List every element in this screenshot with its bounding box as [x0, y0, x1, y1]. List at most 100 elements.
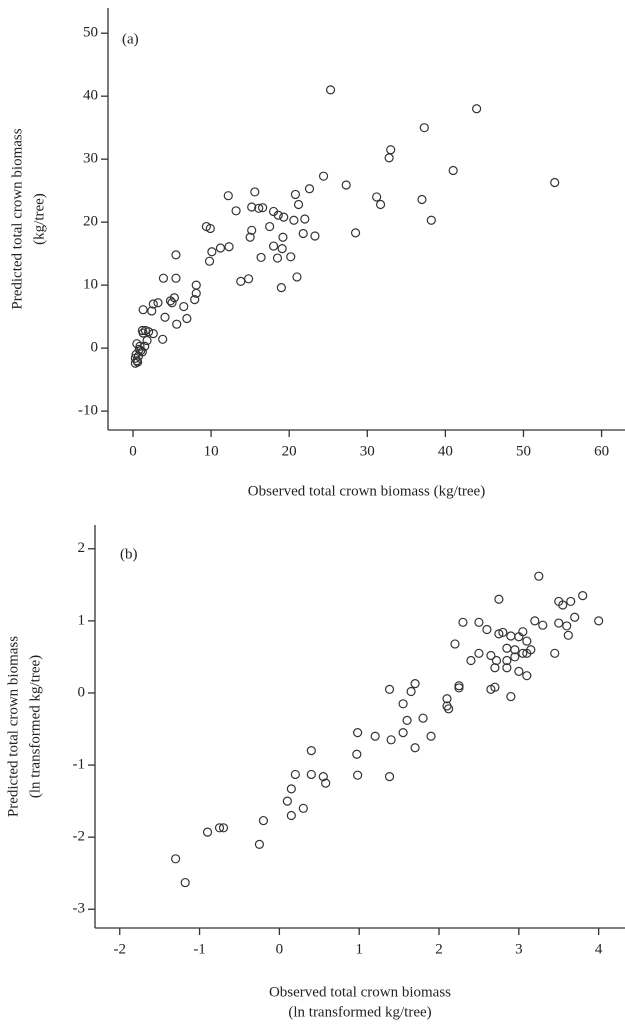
point — [289, 215, 299, 225]
point — [384, 772, 395, 782]
point — [472, 104, 482, 114]
point — [402, 715, 412, 725]
point — [448, 165, 458, 176]
x-tick-label: 0 — [129, 443, 137, 459]
point — [419, 123, 429, 133]
point — [398, 699, 408, 709]
point — [202, 827, 213, 837]
point — [350, 228, 361, 238]
x-tick-label: 40 — [438, 443, 453, 459]
point — [352, 749, 362, 759]
x-tick-label: 30 — [360, 443, 375, 459]
x-tick-label: 0 — [276, 941, 284, 957]
point — [190, 295, 200, 305]
point — [293, 199, 304, 210]
point — [410, 679, 420, 689]
y-tick-label: 0 — [78, 684, 86, 700]
point — [594, 616, 604, 626]
point — [204, 256, 215, 266]
point — [205, 223, 215, 234]
point — [207, 247, 217, 257]
x-tick-label: 2 — [435, 941, 443, 957]
point — [180, 877, 190, 888]
point — [148, 329, 158, 339]
point — [375, 199, 386, 210]
point — [182, 313, 192, 324]
point — [165, 296, 176, 306]
point — [522, 648, 532, 658]
point — [530, 616, 540, 626]
point — [172, 319, 182, 329]
point — [474, 648, 484, 658]
point — [514, 666, 524, 676]
point — [268, 241, 279, 251]
point — [298, 803, 308, 813]
point — [570, 612, 580, 622]
point — [133, 357, 143, 367]
point — [454, 683, 464, 693]
x-tick-label: -1 — [193, 941, 206, 957]
y-tick-label: -1 — [73, 757, 86, 773]
x-tick-label: 10 — [204, 443, 219, 459]
point — [538, 620, 548, 630]
point — [450, 639, 460, 649]
y-tick-label: 20 — [83, 214, 98, 230]
y-axis-label: (kg/tree) — [31, 193, 47, 245]
point — [298, 228, 308, 239]
point — [236, 276, 246, 286]
point — [132, 356, 142, 366]
x-tick-label: -2 — [113, 941, 126, 957]
point — [138, 305, 148, 315]
point — [426, 731, 436, 741]
x-tick-label: 50 — [516, 443, 531, 459]
y-tick-label: -10 — [78, 403, 98, 419]
point — [250, 187, 260, 197]
x-tick-label: 4 — [595, 941, 603, 957]
point — [167, 298, 177, 308]
point — [558, 600, 568, 610]
point — [160, 312, 170, 322]
point — [482, 624, 492, 635]
point — [171, 250, 181, 260]
point — [418, 713, 428, 723]
point — [353, 728, 363, 738]
y-tick-label: -2 — [73, 829, 86, 845]
point — [272, 253, 283, 263]
point — [372, 192, 382, 202]
point — [153, 298, 163, 308]
point — [278, 232, 288, 242]
point — [276, 283, 286, 293]
point — [522, 671, 532, 681]
point — [214, 823, 225, 833]
point — [138, 328, 148, 338]
point — [158, 334, 168, 344]
point — [506, 691, 516, 702]
point — [306, 769, 316, 780]
point — [300, 214, 310, 224]
point — [502, 663, 512, 673]
point — [254, 839, 265, 849]
point — [398, 728, 408, 738]
point — [353, 770, 363, 780]
y-tick-label: 40 — [83, 88, 98, 104]
point — [310, 231, 320, 241]
point — [277, 244, 287, 254]
point — [142, 335, 152, 346]
point — [286, 252, 296, 262]
y-tick-label: 0 — [91, 340, 99, 356]
point — [426, 215, 436, 225]
point — [498, 627, 508, 638]
point — [502, 643, 512, 653]
point — [286, 784, 296, 794]
point — [494, 629, 504, 639]
y-axis-label: Predicted total crown biomass — [9, 128, 25, 309]
x-axis-label: Observed total crown biomass — [269, 984, 451, 1000]
point — [137, 347, 147, 357]
point — [258, 203, 268, 213]
point — [341, 180, 351, 190]
point — [144, 327, 154, 337]
point — [224, 242, 234, 252]
point — [474, 617, 484, 627]
point — [290, 189, 301, 200]
point — [406, 686, 416, 697]
